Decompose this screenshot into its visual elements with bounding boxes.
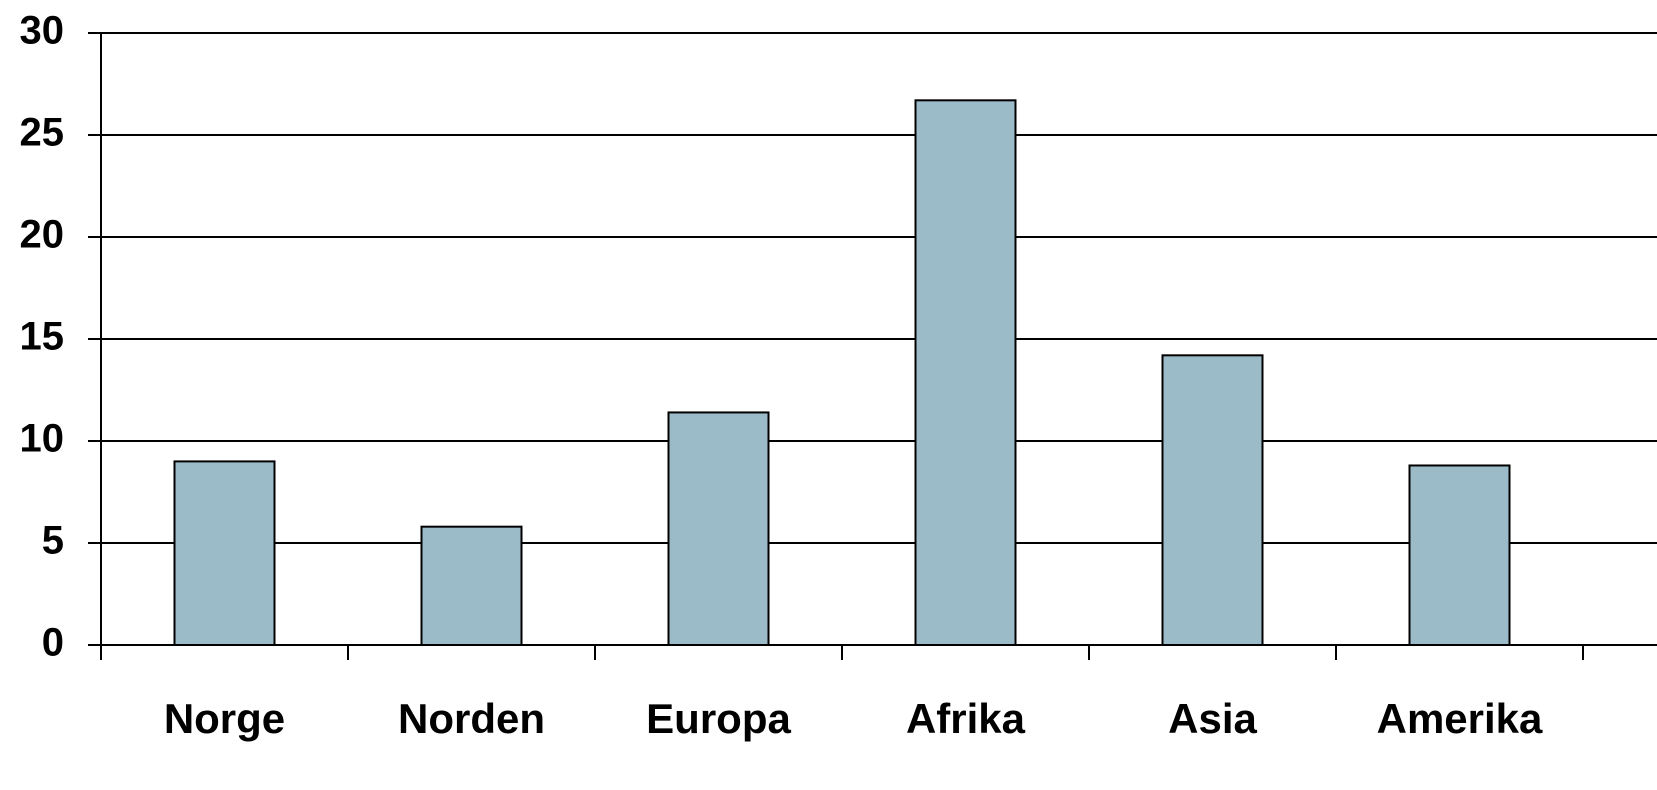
bar xyxy=(1408,464,1511,647)
y-tick-label: 20 xyxy=(20,213,65,257)
x-tick-label: Europa xyxy=(646,695,791,742)
y-tick-label: 5 xyxy=(42,519,64,563)
bar xyxy=(914,99,1017,646)
bar xyxy=(1161,354,1264,646)
bar xyxy=(420,525,523,646)
bar xyxy=(173,460,276,646)
x-tick-label: Norge xyxy=(164,695,285,742)
y-tick-label: 15 xyxy=(20,315,65,359)
x-tick-label: Asia xyxy=(1168,695,1257,742)
x-tick-label: Afrika xyxy=(906,695,1026,742)
y-tick-label: 25 xyxy=(20,111,65,155)
bar xyxy=(667,411,770,646)
x-tick-label: Norden xyxy=(398,695,545,742)
y-tick-label: 30 xyxy=(20,9,65,53)
y-tick-label: 10 xyxy=(20,417,65,461)
y-tick-label: 0 xyxy=(42,621,64,665)
x-tick-label: Amerika xyxy=(1377,695,1543,742)
